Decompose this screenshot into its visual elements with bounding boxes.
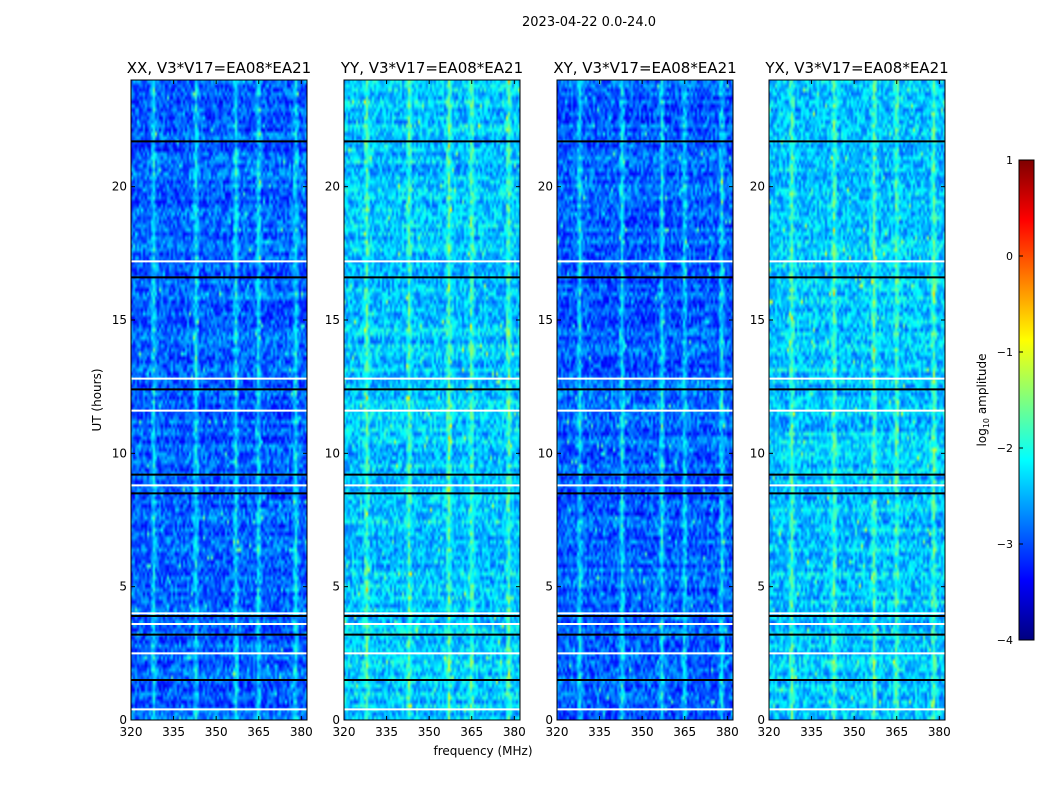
y-tick-label: 20 — [538, 180, 553, 194]
colorbar-tick-label: −1 — [997, 346, 1013, 359]
colorbar-tick-label: −4 — [997, 634, 1013, 647]
y-tick-label: 5 — [119, 580, 127, 594]
x-tick-label: 365 — [673, 725, 696, 739]
x-tick-label: 380 — [928, 725, 951, 739]
x-tick-label: 335 — [162, 725, 185, 739]
y-tick-label: 15 — [538, 313, 553, 327]
x-axis-label: frequency (MHz) — [433, 744, 532, 758]
y-tick-label: 10 — [538, 446, 553, 460]
colorbar-tick-label: −2 — [997, 442, 1013, 455]
x-tick-label: 350 — [843, 725, 866, 739]
y-tick-label: 20 — [325, 180, 340, 194]
x-tick-label: 335 — [800, 725, 823, 739]
y-tick-label: 0 — [332, 713, 340, 727]
panel-yy: YY, V3*V17=EA08*EA21 320 335 350 365 380 0 5 10 1… — [325, 59, 526, 739]
colorbar-label: log10 amplitude — [975, 354, 991, 447]
y-tick-label: 15 — [750, 313, 765, 327]
y-tick-label: 10 — [325, 446, 340, 460]
panels-group: XX, V3*V17=EA08*EA21 320 335 350 365 380 0 5 10 1… — [112, 59, 951, 739]
y-tick-label: 0 — [545, 713, 553, 727]
y-tick-label: 20 — [112, 180, 127, 194]
panel-title: YX, V3*V17=EA08*EA21 — [764, 59, 948, 77]
x-tick-label: 365 — [885, 725, 908, 739]
y-tick-label: 0 — [757, 713, 765, 727]
x-tick-label: 380 — [503, 725, 526, 739]
y-tick-label: 15 — [325, 313, 340, 327]
panel-yx: YX, V3*V17=EA08*EA21 320 335 350 365 380 0 5 10 1… — [750, 59, 951, 739]
x-tick-label: 320 — [333, 725, 356, 739]
colorbar-ticks: 1 0 −1 −2 −3 −4 — [997, 154, 1023, 647]
panel-frame — [343, 79, 521, 721]
colorbar-label-log: log — [975, 428, 989, 446]
x-tick-label: 335 — [375, 725, 398, 739]
x-tick-label: 320 — [546, 725, 569, 739]
colorbar-gradient — [1018, 159, 1035, 641]
panel-title: YY, V3*V17=EA08*EA21 — [340, 59, 523, 77]
x-tick-label: 350 — [418, 725, 441, 739]
y-tick-label: 5 — [545, 580, 553, 594]
panel-frame — [556, 79, 734, 721]
panel-xy: XY, V3*V17=EA08*EA21 320 335 350 365 380 0 5 10 1… — [538, 59, 739, 739]
colorbar-label-rest: amplitude — [975, 354, 989, 418]
x-tick-label: 365 — [247, 725, 270, 739]
y-tick-label: 5 — [332, 580, 340, 594]
colorbar-tick-label: 1 — [1006, 154, 1013, 167]
figure-title: 2023-04-22 0.0-24.0 — [522, 15, 656, 30]
y-tick-label: 10 — [112, 446, 127, 460]
y-axis-label: UT (hours) — [90, 368, 104, 431]
x-tick-label: 350 — [205, 725, 228, 739]
y-tick-label: 20 — [750, 180, 765, 194]
panel-frame — [768, 79, 946, 721]
panel-frame — [130, 79, 308, 721]
y-tick-label: 0 — [119, 713, 127, 727]
colorbar-label-subscript: 10 — [982, 418, 991, 428]
y-tick-label: 5 — [757, 580, 765, 594]
panel-title: XY, V3*V17=EA08*EA21 — [553, 59, 736, 77]
x-tick-label: 320 — [120, 725, 143, 739]
x-tick-label: 320 — [758, 725, 781, 739]
y-tick-label: 10 — [750, 446, 765, 460]
x-tick-label: 380 — [716, 725, 739, 739]
x-tick-label: 380 — [290, 725, 313, 739]
y-tick-label: 15 — [112, 313, 127, 327]
colorbar-tick-label: −3 — [997, 538, 1013, 551]
x-tick-label: 365 — [460, 725, 483, 739]
colorbar-tick-label: 0 — [1006, 250, 1013, 263]
x-tick-label: 335 — [588, 725, 611, 739]
panel-title: XX, V3*V17=EA08*EA21 — [127, 59, 311, 77]
panel-xx: XX, V3*V17=EA08*EA21 320 335 350 365 380 0 5 10 1… — [112, 59, 313, 739]
colorbar: 10−1−2−3−4 log10 amplitude — [975, 154, 1035, 647]
x-tick-label: 350 — [631, 725, 654, 739]
